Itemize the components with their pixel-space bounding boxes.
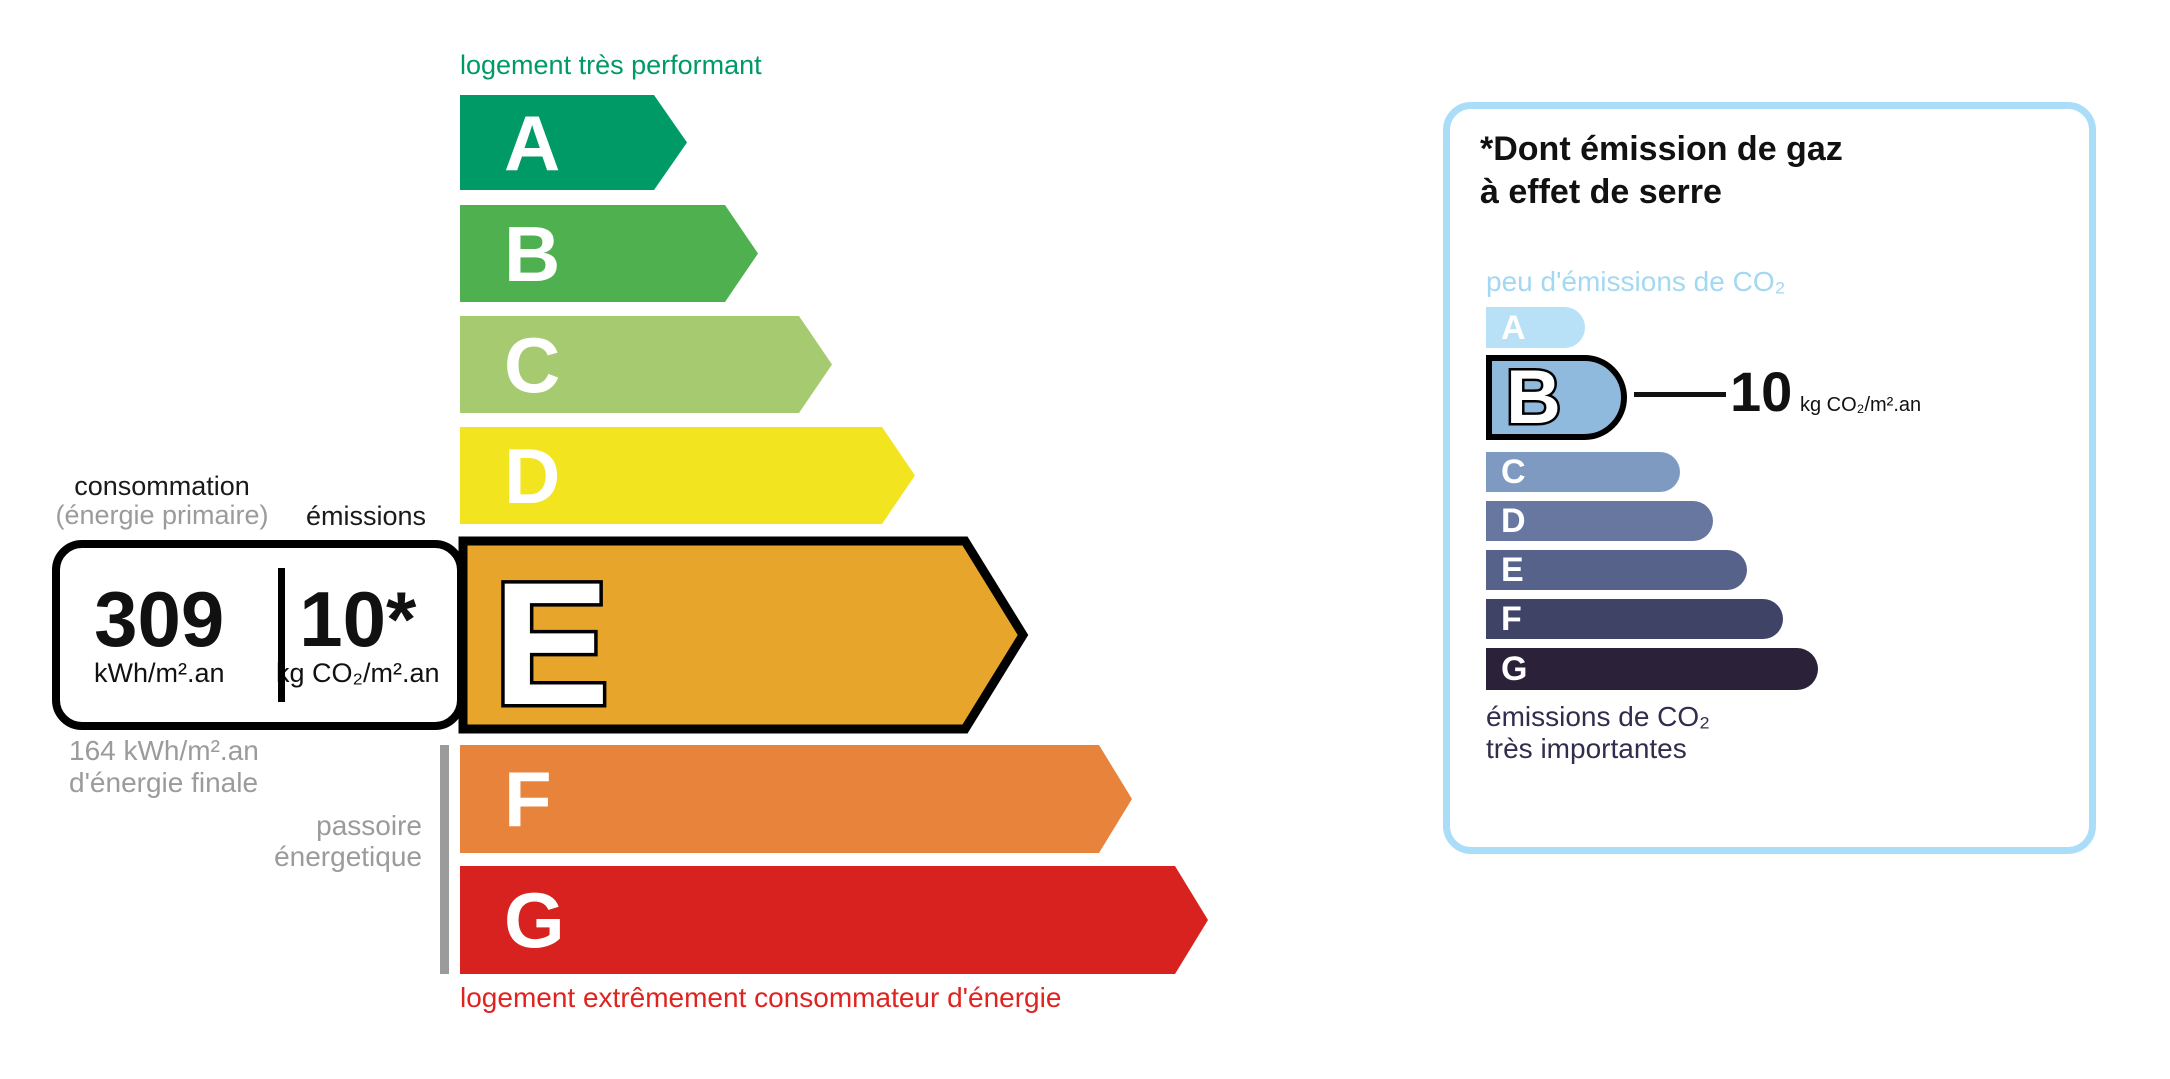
co2-class-a-bar: A xyxy=(1486,307,1585,348)
consumption-header-sub: (énergie primaire) xyxy=(55,500,269,530)
energy-class-a-arrow: A xyxy=(460,95,687,190)
energy-class-d-letter: D xyxy=(504,431,561,520)
energy-class-d-arrow: D xyxy=(460,427,915,524)
emissions-unit: kg CO₂/m².an xyxy=(275,657,440,688)
co2-class-f-bar: F xyxy=(1486,599,1783,639)
consumption-header: consommation (énergie primaire) xyxy=(35,472,289,530)
energy-class-e-letter: E xyxy=(493,547,610,735)
final-energy-line1: 164 kWh/m².an xyxy=(69,735,259,766)
energy-class-e-arrow-selected: E xyxy=(458,536,1029,735)
co2-high-emissions-line2: très importantes xyxy=(1486,733,1687,764)
co2-panel-title-line1: *Dont émission de gaz xyxy=(1480,130,1843,168)
emissions-cell: 10* kg CO₂/m².an xyxy=(259,548,458,722)
co2-high-emissions-line1: émissions de CO₂ xyxy=(1486,701,1711,732)
co2-class-e-letter: E xyxy=(1501,551,1524,589)
energy-sieve-label: passoire énergetique xyxy=(230,810,422,872)
co2-low-emissions-label: peu d'émissions de CO₂ xyxy=(1486,266,1786,297)
energy-class-b-arrow: B xyxy=(460,205,758,302)
co2-class-c-bar: C xyxy=(1486,452,1680,492)
energy-class-f-arrow: F xyxy=(460,745,1132,853)
bottom-scale-label: logement extrêmement consommateur d'éner… xyxy=(460,982,1062,1013)
energy-class-g-letter: G xyxy=(504,876,565,964)
co2-class-g-letter: G xyxy=(1501,650,1528,688)
co2-selected-value: 10 xyxy=(1730,360,1793,423)
co2-class-a-letter: A xyxy=(1501,308,1526,347)
value-box-divider xyxy=(278,568,285,702)
co2-panel-title-line2: à effet de serre xyxy=(1480,173,1722,211)
co2-class-g-bar: G xyxy=(1486,648,1818,690)
consumption-value: 309 xyxy=(94,574,225,663)
co2-class-d-letter: D xyxy=(1501,502,1526,540)
consumption-header-main: consommation xyxy=(74,471,250,501)
final-energy-line2: d'énergie finale xyxy=(69,767,259,798)
co2-class-b-letter: B xyxy=(1506,361,1561,434)
energy-sieve-line1: passoire xyxy=(316,810,422,841)
co2-class-e-bar: E xyxy=(1486,550,1747,590)
co2-class-c-letter: C xyxy=(1501,453,1526,491)
consumption-cell: 309 kWh/m².an xyxy=(60,548,259,722)
energy-class-g-arrow: G xyxy=(460,866,1208,974)
co2-class-f-letter: F xyxy=(1501,600,1522,638)
co2-class-b-letter-svg: B xyxy=(1504,361,1564,434)
emissions-header: émissions xyxy=(305,501,427,531)
top-scale-label: logement très performant xyxy=(460,50,762,80)
co2-panel-title: *Dont émission de gaz à effet de serre xyxy=(1480,128,1843,214)
co2-value-connector-line xyxy=(1634,392,1726,397)
energy-class-c-letter: C xyxy=(504,320,561,409)
consumption-value-box: 309 kWh/m².an 10* kg CO₂/m².an xyxy=(52,540,465,730)
energy-class-b-letter: B xyxy=(504,209,561,298)
energy-class-c-arrow: C xyxy=(460,316,832,413)
co2-high-emissions-label: émissions de CO₂ très importantes xyxy=(1486,701,1710,765)
energy-class-f-letter: F xyxy=(504,755,552,843)
energy-sieve-bracket-bar xyxy=(440,745,449,974)
emissions-value: 10* xyxy=(299,574,417,663)
co2-selected-unit: kg CO₂/m².an xyxy=(1800,394,1922,416)
co2-class-b-bar-selected: B xyxy=(1486,355,1627,440)
final-energy-note: 164 kWh/m².an d'énergie finale xyxy=(69,735,259,799)
energy-class-a-letter: A xyxy=(504,98,561,187)
consumption-unit: kWh/m².an xyxy=(93,657,225,688)
energy-sieve-line2: énergetique xyxy=(274,841,422,872)
co2-class-d-bar: D xyxy=(1486,501,1713,541)
